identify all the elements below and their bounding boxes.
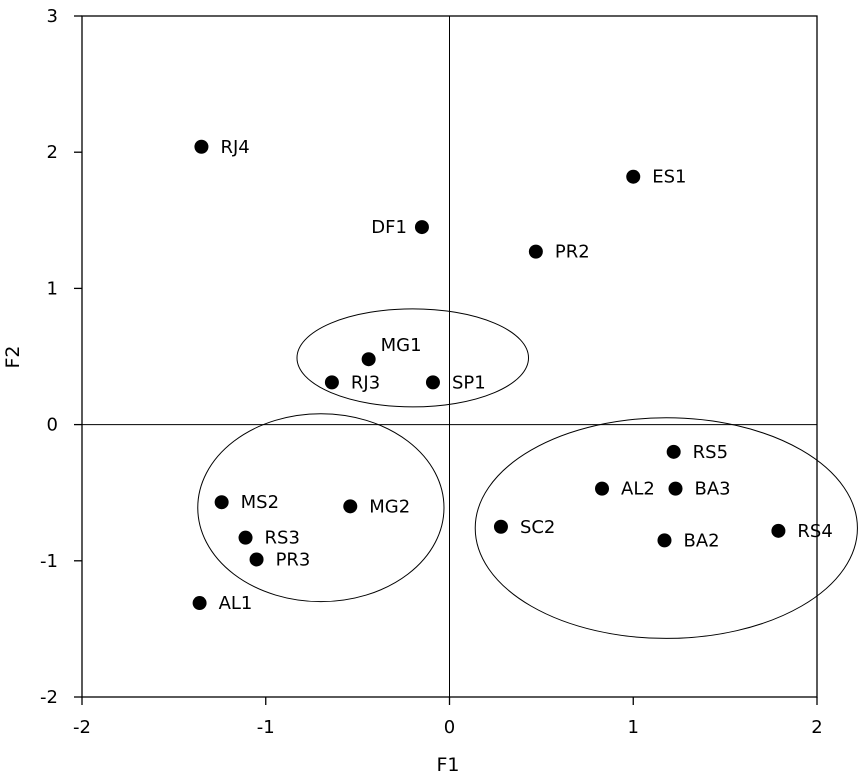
point-rs5 — [666, 444, 681, 459]
x-tick-label: 1 — [628, 717, 639, 738]
plot-frame — [81, 15, 818, 698]
x-tick-label: 2 — [811, 717, 822, 738]
point-ms2 — [214, 495, 229, 510]
y-axis-title: F2 — [2, 345, 24, 368]
point-label-es1: ES1 — [652, 167, 686, 188]
ticks-layer: -2 -1 0 1 2 -2 -1 0 1 2 3 — [40, 6, 823, 738]
point-label-mg2: MG2 — [369, 496, 410, 517]
point-label-rs3: RS3 — [265, 528, 300, 549]
point-label-rj3: RJ3 — [351, 372, 380, 393]
point-label-sc2: SC2 — [520, 517, 555, 538]
x-tick-label: 0 — [444, 717, 455, 738]
ellipses-layer — [197, 308, 858, 639]
point-rj4 — [194, 139, 209, 154]
point-label-df1: DF1 — [371, 217, 407, 238]
y-tick-label: 0 — [47, 415, 58, 436]
point-rs4 — [771, 523, 786, 538]
point-sc2 — [493, 519, 508, 534]
point-label-ba2: BA2 — [683, 530, 719, 551]
x-tick-label: -2 — [73, 717, 91, 738]
y-tick-label: -1 — [40, 551, 58, 572]
point-mg2 — [343, 499, 358, 514]
point-label-ba3: BA3 — [695, 479, 731, 500]
point-es1 — [626, 169, 641, 184]
point-label-al1: AL1 — [219, 593, 253, 614]
point-sp1 — [425, 375, 440, 390]
x-tick-label: -1 — [257, 717, 275, 738]
y-tick-label: 1 — [47, 278, 58, 299]
y-tick-label: 2 — [47, 142, 58, 163]
y-tick-label: 3 — [47, 6, 58, 27]
point-ba2 — [657, 533, 672, 548]
y-tick-label: -2 — [40, 687, 58, 708]
point-rj3 — [324, 375, 339, 390]
point-pr2 — [528, 244, 543, 259]
point-label-rs4: RS4 — [797, 521, 832, 542]
cluster-ellipse-group-ms2 — [197, 413, 445, 603]
point-pr3 — [249, 552, 264, 567]
point-label-ms2: MS2 — [241, 492, 279, 513]
point-al2 — [595, 481, 610, 496]
point-label-sp1: SP1 — [452, 372, 486, 393]
point-label-al2: AL2 — [621, 479, 655, 500]
point-ba3 — [668, 481, 683, 496]
point-mg1 — [361, 352, 376, 367]
x-axis-title: F1 — [436, 754, 459, 776]
point-al1 — [192, 596, 207, 611]
point-label-rs5: RS5 — [693, 442, 728, 463]
point-rs3 — [238, 530, 253, 545]
point-label-mg1: MG1 — [381, 335, 422, 356]
cluster-ellipse-group-rs — [474, 417, 858, 639]
point-label-pr2: PR2 — [555, 242, 590, 263]
point-df1 — [414, 220, 429, 235]
point-label-rj4: RJ4 — [220, 137, 249, 158]
cluster-ellipse-group-mg1 — [296, 308, 530, 408]
point-label-pr3: PR3 — [276, 549, 311, 570]
